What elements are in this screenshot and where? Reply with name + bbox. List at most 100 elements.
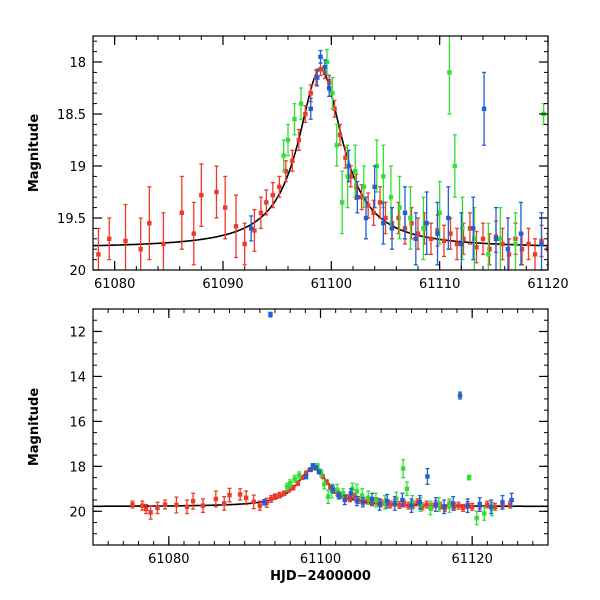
red-point: [237, 492, 243, 497]
blue-point: [539, 241, 544, 247]
red-point: [359, 195, 364, 200]
y-tick-label: 16: [69, 415, 86, 430]
green-point: [474, 515, 479, 521]
green-point: [341, 491, 346, 496]
green-point: [334, 487, 340, 493]
red-point: [270, 192, 276, 198]
red-point: [507, 502, 513, 507]
blue-point: [313, 465, 319, 470]
red-point: [227, 492, 232, 498]
blue-point: [308, 467, 313, 472]
red-point: [415, 231, 421, 236]
blue-point: [369, 496, 375, 502]
red-point: [272, 494, 278, 499]
red-point: [532, 252, 538, 257]
green-point: [410, 500, 415, 505]
red-point: [143, 506, 149, 512]
red-point: [184, 504, 190, 509]
red-point: [96, 252, 101, 257]
green-point: [381, 174, 386, 179]
blue-point: [392, 501, 398, 506]
red-point: [347, 496, 353, 502]
red-point: [257, 503, 263, 508]
blue-point: [557, 237, 561, 241]
green-point: [292, 476, 297, 481]
red-point: [365, 203, 371, 208]
green-point: [428, 505, 433, 511]
red-point: [469, 504, 475, 509]
red-point: [295, 480, 300, 486]
blue-point: [481, 106, 487, 111]
red-point: [200, 503, 206, 508]
blue-point: [433, 502, 438, 507]
red-point: [337, 132, 343, 137]
green-point: [292, 117, 297, 122]
green-point: [287, 480, 293, 486]
red-point: [348, 174, 354, 179]
red-point: [199, 192, 204, 198]
green-point: [373, 497, 379, 503]
red-point: [222, 205, 228, 210]
blue-point: [389, 226, 395, 231]
green-point: [374, 163, 380, 169]
blue-point: [505, 247, 511, 252]
blue-point: [318, 54, 323, 59]
red-point: [303, 470, 309, 476]
red-point: [213, 496, 219, 502]
green-point: [382, 500, 388, 505]
red-point: [332, 106, 337, 111]
green-point: [513, 241, 518, 247]
y-tick-label: 14: [69, 370, 86, 385]
green-point: [421, 226, 426, 231]
red-point: [283, 169, 289, 174]
blue-point: [471, 226, 476, 231]
x-axis-title: HJD−2400000: [270, 569, 371, 584]
green-point: [360, 493, 365, 498]
blue-point: [500, 500, 505, 505]
blue-point: [315, 75, 320, 80]
y-tick-label: 20: [69, 505, 86, 520]
blue-point: [518, 231, 524, 236]
red-point: [335, 491, 341, 496]
blue-point: [402, 210, 408, 215]
green-point: [397, 205, 402, 210]
red-point: [344, 495, 349, 500]
blue-point: [425, 474, 430, 479]
red-point: [500, 241, 505, 247]
green-point: [486, 252, 491, 257]
red-point: [300, 475, 305, 480]
red-point: [147, 221, 152, 226]
x-tick-label: 61090: [202, 277, 243, 292]
blue-point: [413, 236, 419, 241]
red-point: [557, 242, 561, 246]
red-point: [161, 241, 166, 247]
green-point: [408, 215, 413, 221]
blue-point: [409, 503, 414, 508]
blue-point: [346, 163, 351, 169]
red-point: [487, 247, 492, 252]
red-point: [303, 111, 308, 117]
red-point: [415, 500, 420, 505]
red-point: [269, 496, 274, 502]
green-point: [334, 143, 339, 148]
blue-point: [417, 500, 423, 505]
y-axis-title: Magnitude: [27, 114, 42, 193]
red-point: [526, 241, 531, 247]
green-point: [489, 506, 495, 512]
blue-point: [424, 221, 429, 226]
red-point: [377, 200, 383, 205]
red-point: [339, 493, 344, 498]
blue-point: [308, 106, 313, 111]
red-point: [296, 137, 302, 143]
green-point: [388, 195, 394, 200]
green-point: [498, 236, 503, 241]
blue-point: [385, 498, 390, 504]
red-point: [401, 501, 407, 506]
green-point: [324, 59, 330, 65]
red-point: [264, 500, 269, 505]
red-point: [190, 498, 196, 504]
blue-point: [336, 493, 341, 498]
green-point: [460, 226, 465, 231]
red-point: [130, 502, 135, 507]
